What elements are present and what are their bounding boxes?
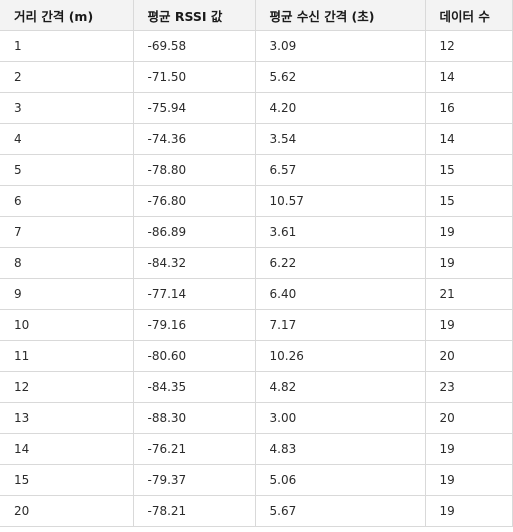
cell-distance: 11: [0, 340, 134, 372]
cell-avg-interval: 3.00: [254, 402, 426, 434]
cell-avg-interval: 3.61: [254, 216, 426, 248]
cell-avg-interval: 10.57: [254, 185, 426, 217]
cell-distance: 9: [0, 278, 134, 310]
cell-distance: 1: [0, 30, 134, 62]
column-header-data-count: 데이터 수: [424, 0, 513, 31]
cell-avg-interval: 4.20: [254, 92, 426, 124]
cell-avg-interval: 5.06: [254, 464, 426, 496]
cell-distance: 5: [0, 154, 134, 186]
table-row: 10 -79.16 7.17 19: [0, 309, 513, 341]
table-row: 7 -86.89 3.61 19: [0, 216, 513, 248]
cell-distance: 20: [0, 495, 134, 527]
cell-avg-rssi: -84.32: [132, 247, 256, 279]
cell-avg-rssi: -76.21: [132, 433, 256, 465]
column-header-avg-rssi: 평균 RSSI 값: [132, 0, 256, 31]
table-row: 13 -88.30 3.00 20: [0, 402, 513, 434]
cell-avg-rssi: -74.36: [132, 123, 256, 155]
cell-avg-interval: 7.17: [254, 309, 426, 341]
cell-distance: 3: [0, 92, 134, 124]
cell-distance: 10: [0, 309, 134, 341]
cell-data-count: 23: [424, 371, 513, 403]
cell-avg-rssi: -69.58: [132, 30, 256, 62]
cell-avg-interval: 6.40: [254, 278, 426, 310]
table-row: 2 -71.50 5.62 14: [0, 61, 513, 93]
table-row: 14 -76.21 4.83 19: [0, 433, 513, 465]
table-row: 20 -78.21 5.67 19: [0, 495, 513, 527]
cell-data-count: 15: [424, 185, 513, 217]
cell-avg-rssi: -84.35: [132, 371, 256, 403]
cell-distance: 4: [0, 123, 134, 155]
cell-avg-interval: 4.82: [254, 371, 426, 403]
column-header-avg-interval: 평균 수신 간격 (초): [254, 0, 426, 31]
table-row: 8 -84.32 6.22 19: [0, 247, 513, 279]
table-body: 1 -69.58 3.09 12 2 -71.50 5.62 14 3 -75.94 4.20 16 4…: [0, 30, 513, 527]
cell-data-count: 14: [424, 123, 513, 155]
table-row: 5 -78.80 6.57 15: [0, 154, 513, 186]
cell-data-count: 21: [424, 278, 513, 310]
cell-distance: 2: [0, 61, 134, 93]
cell-distance: 13: [0, 402, 134, 434]
cell-distance: 7: [0, 216, 134, 248]
cell-data-count: 16: [424, 92, 513, 124]
cell-avg-rssi: -79.37: [132, 464, 256, 496]
table-row: 3 -75.94 4.20 16: [0, 92, 513, 124]
table-row: 11 -80.60 10.26 20: [0, 340, 513, 372]
cell-avg-rssi: -71.50: [132, 61, 256, 93]
cell-avg-rssi: -76.80: [132, 185, 256, 217]
cell-avg-interval: 3.54: [254, 123, 426, 155]
table-row: 4 -74.36 3.54 14: [0, 123, 513, 155]
cell-data-count: 12: [424, 30, 513, 62]
cell-avg-rssi: -80.60: [132, 340, 256, 372]
cell-avg-interval: 6.57: [254, 154, 426, 186]
cell-avg-interval: 6.22: [254, 247, 426, 279]
cell-avg-rssi: -88.30: [132, 402, 256, 434]
cell-distance: 12: [0, 371, 134, 403]
header-row: 거리 간격 (m) 평균 RSSI 값 평균 수신 간격 (초) 데이터 수: [0, 0, 513, 31]
column-header-distance: 거리 간격 (m): [0, 0, 134, 31]
cell-avg-interval: 10.26: [254, 340, 426, 372]
cell-distance: 6: [0, 185, 134, 217]
table-row: 6 -76.80 10.57 15: [0, 185, 513, 217]
cell-data-count: 14: [424, 61, 513, 93]
cell-data-count: 20: [424, 340, 513, 372]
cell-avg-interval: 4.83: [254, 433, 426, 465]
table-row: 1 -69.58 3.09 12: [0, 30, 513, 62]
cell-avg-rssi: -75.94: [132, 92, 256, 124]
cell-distance: 14: [0, 433, 134, 465]
cell-avg-interval: 3.09: [254, 30, 426, 62]
cell-data-count: 19: [424, 464, 513, 496]
cell-data-count: 15: [424, 154, 513, 186]
cell-avg-interval: 5.62: [254, 61, 426, 93]
cell-avg-rssi: -78.21: [132, 495, 256, 527]
cell-data-count: 19: [424, 495, 513, 527]
cell-distance: 15: [0, 464, 134, 496]
table-header: 거리 간격 (m) 평균 RSSI 값 평균 수신 간격 (초) 데이터 수: [0, 0, 513, 31]
table-row: 15 -79.37 5.06 19: [0, 464, 513, 496]
cell-data-count: 20: [424, 402, 513, 434]
cell-avg-rssi: -77.14: [132, 278, 256, 310]
cell-avg-rssi: -78.80: [132, 154, 256, 186]
cell-avg-rssi: -79.16: [132, 309, 256, 341]
cell-avg-interval: 5.67: [254, 495, 426, 527]
cell-data-count: 19: [424, 247, 513, 279]
cell-avg-rssi: -86.89: [132, 216, 256, 248]
table-row: 9 -77.14 6.40 21: [0, 278, 513, 310]
cell-data-count: 19: [424, 216, 513, 248]
cell-distance: 8: [0, 247, 134, 279]
cell-data-count: 19: [424, 309, 513, 341]
table-row: 12 -84.35 4.82 23: [0, 371, 513, 403]
cell-data-count: 19: [424, 433, 513, 465]
